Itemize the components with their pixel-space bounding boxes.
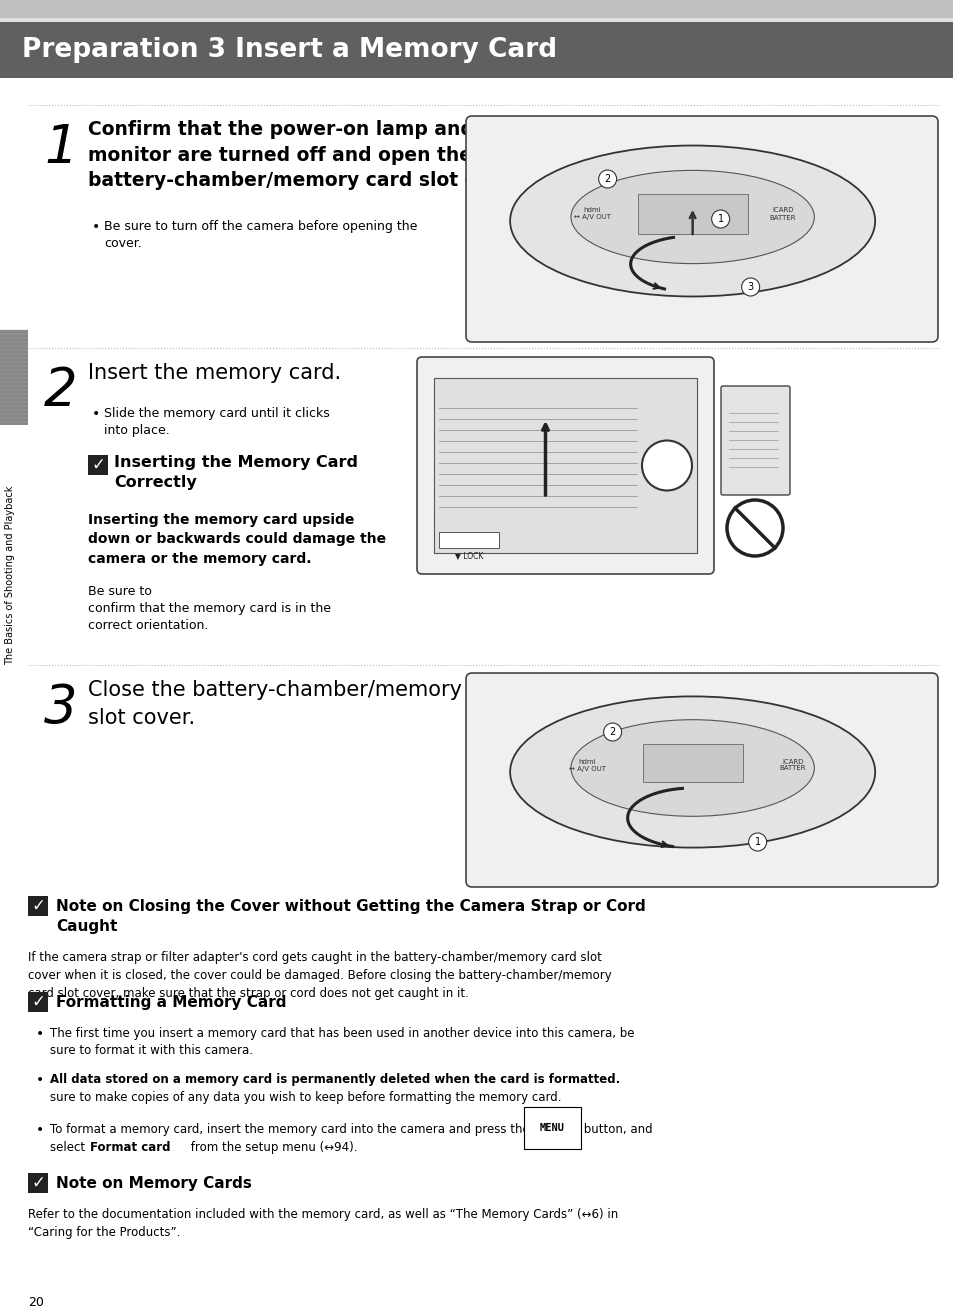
- Text: All data stored on a memory card is permanently deleted when the card is formatt: All data stored on a memory card is perm…: [50, 1074, 619, 1085]
- Text: Be sure to
confirm that the memory card is in the
correct orientation.: Be sure to confirm that the memory card …: [88, 585, 331, 632]
- Text: The Basics of Shooting and Playback: The Basics of Shooting and Playback: [5, 485, 15, 665]
- Text: 2: 2: [604, 173, 610, 184]
- Text: •: •: [36, 1123, 44, 1137]
- Text: from the setup menu (↔94).: from the setup menu (↔94).: [187, 1141, 357, 1154]
- Circle shape: [748, 833, 766, 851]
- Bar: [0, 22, 953, 78]
- Bar: [88, 455, 108, 474]
- Text: Insert the memory card.: Insert the memory card.: [88, 363, 341, 382]
- Text: Confirm that the power-on lamp and the
monitor are turned off and open the
batte: Confirm that the power-on lamp and the m…: [88, 120, 527, 191]
- Bar: [0, 18, 953, 22]
- Text: hdmi
↔ A/V OUT: hdmi ↔ A/V OUT: [569, 758, 605, 771]
- Bar: [642, 744, 741, 782]
- Text: •: •: [91, 219, 100, 234]
- Bar: [28, 896, 48, 916]
- Text: select: select: [50, 1141, 89, 1154]
- Circle shape: [740, 279, 759, 296]
- Ellipse shape: [570, 171, 814, 264]
- FancyBboxPatch shape: [465, 116, 937, 342]
- Text: •: •: [36, 1074, 44, 1087]
- Text: Format card: Format card: [90, 1141, 171, 1154]
- Text: sure to make copies of any data you wish to keep before formatting the memory ca: sure to make copies of any data you wish…: [50, 1091, 561, 1104]
- Text: Refer to the documentation included with the memory card, as well as “The Memory: Refer to the documentation included with…: [28, 1208, 618, 1239]
- FancyBboxPatch shape: [465, 673, 937, 887]
- Ellipse shape: [510, 696, 874, 848]
- Bar: [434, 378, 697, 553]
- Text: Close the battery-chamber/memory card
slot cover.: Close the battery-chamber/memory card sl…: [88, 681, 514, 728]
- Text: 20: 20: [28, 1296, 44, 1309]
- Text: Note on Closing the Cover without Getting the Camera Strap or Cord
Caught: Note on Closing the Cover without Gettin…: [56, 899, 645, 934]
- Text: •: •: [36, 1028, 44, 1041]
- Bar: [28, 1173, 48, 1193]
- Ellipse shape: [510, 146, 874, 297]
- Text: ✓: ✓: [91, 456, 105, 474]
- Text: ✓: ✓: [31, 1173, 45, 1192]
- Text: ICARD
BATTER: ICARD BATTER: [768, 208, 795, 221]
- Circle shape: [598, 170, 616, 188]
- Text: ✓: ✓: [31, 897, 45, 915]
- Text: 1: 1: [44, 122, 77, 173]
- Circle shape: [641, 440, 691, 490]
- Bar: [0, 0, 953, 22]
- Bar: [0, 330, 28, 424]
- Text: Inserting the Memory Card
Correctly: Inserting the Memory Card Correctly: [113, 455, 357, 490]
- Text: To format a memory card, insert the memory card into the camera and press the: To format a memory card, insert the memo…: [50, 1123, 533, 1137]
- Bar: [438, 532, 498, 548]
- Circle shape: [711, 210, 729, 229]
- Text: Note on Memory Cards: Note on Memory Cards: [56, 1176, 252, 1190]
- Text: Slide the memory card until it clicks
into place.: Slide the memory card until it clicks in…: [104, 407, 330, 438]
- Circle shape: [603, 723, 621, 741]
- Text: The first time you insert a memory card that has been used in another device int: The first time you insert a memory card …: [50, 1028, 634, 1058]
- Text: 3: 3: [44, 682, 77, 735]
- Text: 1: 1: [754, 837, 760, 848]
- Text: Preparation 3 Insert a Memory Card: Preparation 3 Insert a Memory Card: [22, 37, 557, 63]
- FancyBboxPatch shape: [416, 357, 713, 574]
- Ellipse shape: [570, 720, 814, 816]
- Text: button, and: button, and: [579, 1123, 652, 1137]
- Text: ICARD
BATTER: ICARD BATTER: [779, 758, 805, 771]
- Text: •: •: [91, 407, 100, 420]
- Text: Formatting a Memory Card: Formatting a Memory Card: [56, 995, 286, 1010]
- Text: 3: 3: [747, 283, 753, 292]
- Bar: [637, 194, 747, 234]
- Text: hdmi
↔ A/V OUT: hdmi ↔ A/V OUT: [574, 208, 611, 221]
- Text: Inserting the memory card upside
down or backwards could damage the
camera or th: Inserting the memory card upside down or…: [88, 512, 386, 566]
- Text: If the camera strap or filter adapter's cord gets caught in the battery-chamber/: If the camera strap or filter adapter's …: [28, 951, 611, 1000]
- Text: ▼ LOCK: ▼ LOCK: [455, 552, 482, 561]
- Bar: [28, 992, 48, 1012]
- Text: ✓: ✓: [31, 993, 45, 1010]
- Text: 2: 2: [44, 365, 77, 417]
- Text: 1: 1: [717, 214, 723, 223]
- Text: MENU: MENU: [539, 1123, 564, 1133]
- FancyBboxPatch shape: [720, 386, 789, 495]
- Text: 2: 2: [609, 727, 615, 737]
- Text: Be sure to turn off the camera before opening the
cover.: Be sure to turn off the camera before op…: [104, 219, 417, 250]
